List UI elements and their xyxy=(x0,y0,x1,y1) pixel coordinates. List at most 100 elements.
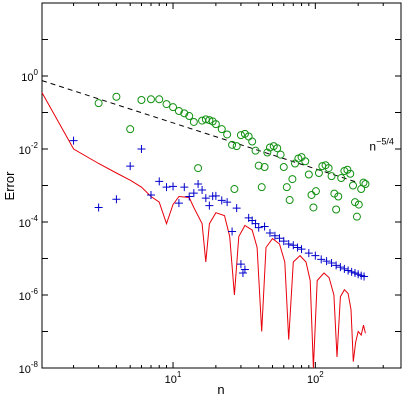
circle-marker xyxy=(211,120,220,129)
plus-marker xyxy=(275,234,284,243)
circle-marker xyxy=(282,183,291,192)
plus-marker xyxy=(69,136,78,145)
circle-marker xyxy=(254,161,263,170)
circle-marker xyxy=(343,165,352,174)
circle-marker xyxy=(361,179,370,188)
plus-marker xyxy=(297,245,306,254)
circle-marker xyxy=(146,95,155,104)
circle-marker xyxy=(223,130,232,139)
plus-marker xyxy=(185,192,194,201)
plus-marker xyxy=(344,266,353,275)
circle-marker xyxy=(309,203,318,212)
x-tick-label: 101 xyxy=(165,370,182,386)
circle-marker xyxy=(228,140,237,149)
plus-marker xyxy=(254,223,263,232)
y-axis-label: Error xyxy=(2,171,17,201)
plus-marker xyxy=(265,228,274,237)
plus-marker xyxy=(311,251,320,260)
plus-marker xyxy=(350,269,359,278)
circle-marker xyxy=(263,148,272,157)
plus-marker xyxy=(126,162,135,171)
plot-area xyxy=(41,2,402,369)
axis-ticks: 101 102 10-8 10-6 10-4 10-2 100 xyxy=(19,2,402,386)
circle-marker xyxy=(126,125,135,134)
circle-marker xyxy=(314,169,323,178)
plus-marker xyxy=(198,186,207,195)
plus-marker xyxy=(293,243,302,252)
plus-marker xyxy=(189,189,198,198)
slope-annotation: n−5/4 xyxy=(369,137,393,154)
plus-marker xyxy=(137,145,146,153)
plus-marker xyxy=(112,195,121,204)
plus-marker xyxy=(322,257,331,266)
plus-marker xyxy=(236,260,245,269)
circle-marker xyxy=(236,131,245,140)
plus-marker xyxy=(327,259,336,268)
plus-marker xyxy=(217,196,226,205)
x-tick-label: 102 xyxy=(307,370,324,386)
circle-marker xyxy=(285,196,294,205)
plus-marker xyxy=(248,216,257,225)
plus-marker xyxy=(155,177,164,186)
circle-marker xyxy=(169,103,178,112)
circle-marker xyxy=(189,117,198,126)
circle-marker xyxy=(251,146,260,155)
plus-marker xyxy=(289,241,298,250)
circle-marker xyxy=(94,99,103,108)
plus-marker xyxy=(332,261,341,270)
y-tick-label: 10-4 xyxy=(19,214,39,230)
circle-marker xyxy=(194,164,203,173)
circle-marker xyxy=(288,175,297,184)
circle-marker xyxy=(180,109,189,118)
plus-marker xyxy=(232,204,241,213)
x-axis-label: n xyxy=(217,382,224,397)
circle-marker xyxy=(304,170,313,179)
circle-marker xyxy=(352,212,361,221)
plus-marker xyxy=(146,190,155,199)
circle-marker xyxy=(257,183,266,192)
circle-marker xyxy=(162,100,171,109)
plus-marker xyxy=(205,201,214,210)
plus-marker xyxy=(94,203,103,212)
plus-marker xyxy=(228,227,237,236)
circle-marker xyxy=(137,96,146,105)
plus-marker xyxy=(238,269,247,278)
circle-marker xyxy=(174,106,183,115)
circle-marker xyxy=(230,185,239,194)
circle-marker xyxy=(155,95,164,104)
circle-marker xyxy=(332,205,341,214)
reference-dashed-line xyxy=(41,80,359,184)
plus-marker xyxy=(174,199,183,208)
circle-marker xyxy=(327,172,336,181)
circle-marker xyxy=(185,112,194,121)
y-tick-label: 100 xyxy=(21,68,38,84)
circle-marker xyxy=(279,163,288,172)
plus-marker xyxy=(211,191,220,200)
plus-marker xyxy=(347,267,356,276)
plus-marker xyxy=(169,182,178,191)
plus-marker xyxy=(180,183,189,192)
plus-marker xyxy=(194,179,203,188)
circle-marker xyxy=(334,192,343,201)
circle-marker xyxy=(349,181,358,190)
plus-marker xyxy=(279,237,288,246)
y-tick-label: 10-8 xyxy=(19,360,39,376)
circle-marker xyxy=(337,174,346,183)
y-tick-label: 10-6 xyxy=(19,287,39,303)
circle-marker xyxy=(359,178,368,187)
plus-marker xyxy=(201,194,210,203)
plus-marker xyxy=(360,272,369,281)
circle-marker xyxy=(330,189,339,198)
circle-marker xyxy=(324,164,333,173)
annotation-layer: n−5/4 xyxy=(369,137,393,154)
circle-marker xyxy=(276,150,285,159)
plus-marker xyxy=(340,264,349,273)
series-layer xyxy=(41,80,366,369)
plus-marker xyxy=(336,263,345,272)
plus-marker xyxy=(260,222,269,231)
plus-marker xyxy=(317,255,326,264)
plus-marker xyxy=(162,183,171,192)
plus-marker xyxy=(223,198,232,207)
plus-marker xyxy=(304,249,313,258)
